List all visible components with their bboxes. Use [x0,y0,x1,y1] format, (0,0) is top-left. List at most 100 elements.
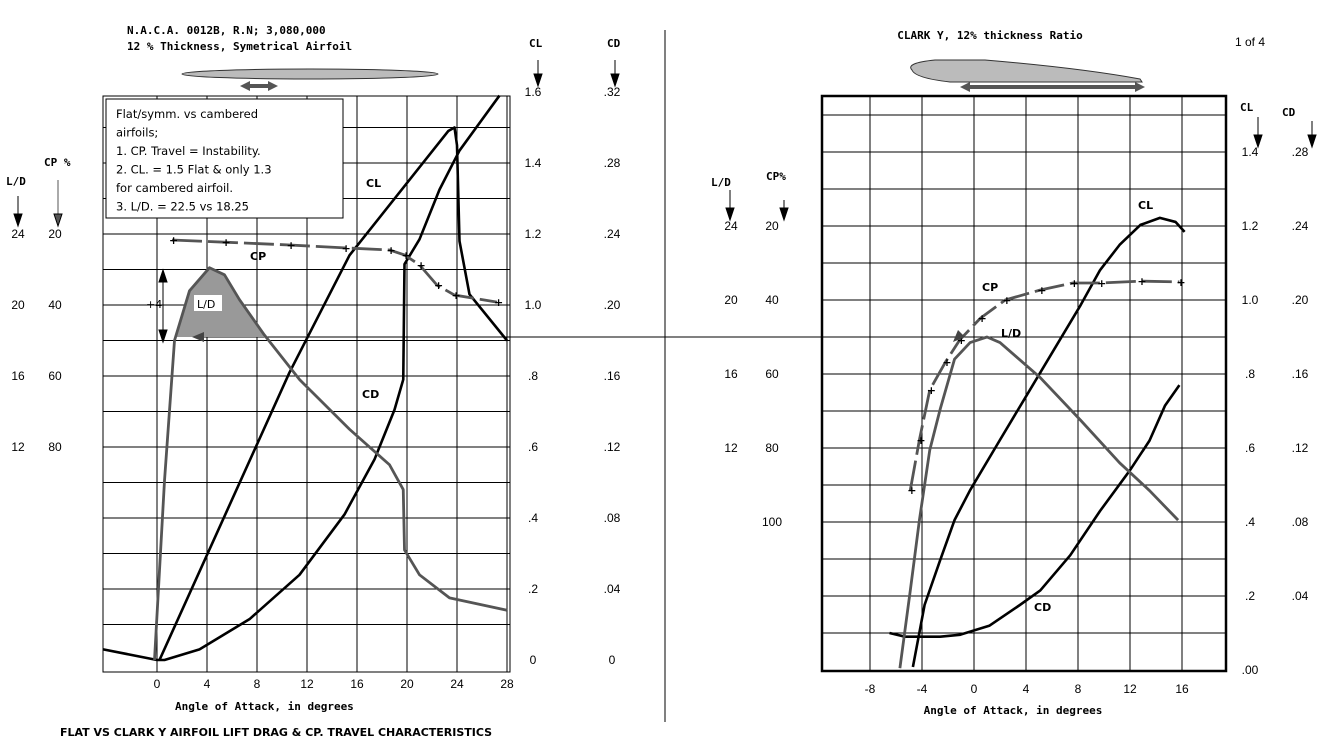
x-tick-label: 8 [1075,682,1082,696]
x-tick-label: 4 [1023,682,1030,696]
y-tick-label-cd: .16 [1292,367,1309,381]
y-tick-label-cl: 1.0 [525,298,542,312]
y-tick-label-cd: .08 [1292,515,1309,529]
ld-label-bg [194,295,222,311]
cp-data-point-marker: + [287,239,296,252]
cp-data-point-marker: + [957,334,966,347]
x-tick-label: 24 [450,677,464,691]
chart-subtitle: 12 % Thickness, Symetrical Airfoil [127,40,352,53]
cp-data-point-marker: + [434,279,443,292]
y-tick-label-cl: .6 [528,440,538,454]
y-tick-label-ld: 12 [724,441,738,455]
y-tick-label-cl: .8 [1245,367,1255,381]
cp-data-point-marker: + [417,259,426,272]
cp-data-point-marker: + [978,312,987,325]
tick-labels: -8 -4 0 4 8 12 16 1.4 1.2 1.0 .8 .6 .4 .2 .00 .28 .24 .20… [724,145,1308,696]
y-tick-label-cd: .04 [1292,589,1309,603]
y-tick-label-cl: .4 [528,511,538,525]
cp-data-point-marker: + [1070,277,1079,290]
axis-label-cp: CP% [766,170,786,183]
x-tick-label: -4 [917,682,928,696]
cp-travel-arrow-icon [960,82,1145,92]
note-line: 2. CL. = 1.5 Flat & only 1.3 [116,163,272,177]
cp-curve-label: CP [982,281,998,294]
y-tick-label-cp: 20 [48,227,62,241]
axis-label-ld: L/D [711,176,731,189]
cp-data-point-marker: + [222,236,231,249]
cp-travel-label: +4 [146,298,162,311]
y-tick-label-ld: 20 [724,293,738,307]
x-tick-label: 0 [154,677,161,691]
cp-data-point-marker: + [342,242,351,255]
y-tick-label-cd: .24 [1292,219,1309,233]
note-line: 1. CP. Travel = Instability. [116,144,261,158]
note-box [105,98,344,219]
x-axis-title: Angle of Attack, in degrees [175,700,354,713]
tick-labels: 0 4 8 12 16 20 24 281.61.41.21.0.8.6.4.20.32.28… [11,85,620,691]
x-tick-label: 16 [350,677,364,691]
note-text: Flat/symm. vs cambered airfoils; 1. CP. Tr… [116,107,272,214]
series-line-cd [102,94,501,662]
axis-label-cl: CL [529,37,543,50]
y-tick-label-ld: 16 [11,369,25,383]
x-tick-label: 8 [254,677,261,691]
clark-y-airfoil-icon [910,59,1143,83]
y-tick-label-cl: 0 [530,653,537,667]
y-tick-label-cl: 1.2 [525,227,542,241]
axis-label-cp: CP % [44,156,71,169]
cp-data-point-marker: + [452,289,461,302]
axis-label-ld: L/D [6,175,26,188]
cp-data-point-marker: + [1002,294,1011,307]
y-tick-label-cp: 40 [48,298,62,312]
x-axis-title: Angle of Attack, in degrees [924,704,1103,717]
y-tick-label-cd: .20 [604,298,621,312]
y-tick-label-cd: .04 [604,582,621,596]
y-tick-label-cp: 40 [765,293,779,307]
series-line-cl [158,126,509,661]
chart-title: N.A.C.A. 0012B, R.N; 3,080,000 [127,24,326,37]
plot-frame [820,94,1228,673]
axis-label-cd: CD [607,37,621,50]
y-tick-label-cl: .6 [1245,441,1255,455]
symmetric-airfoil-icon [181,68,439,80]
y-tick-label-cl: .4 [1245,515,1255,529]
cp-data-point-marker: + [916,434,925,447]
y-tick-label-cl: 1.2 [1242,219,1259,233]
y-tick-label-cd: .16 [604,369,621,383]
note-line: 3. L/D. = 22.5 vs 18.25 [116,200,249,214]
y-tick-label-cl: 1.4 [525,156,542,170]
plot-frame [102,95,511,673]
y-tick-label-cd: .12 [604,440,621,454]
cp-data-point-marker: + [927,384,936,397]
cd-curve-label: CD [1034,601,1051,614]
y-tick-label-cl: 1.6 [525,85,542,99]
grid [820,94,1228,673]
axis-label-cd: CD [1282,106,1296,119]
y-tick-label-cp: 60 [765,367,779,381]
y-tick-label-cd: .24 [604,227,621,241]
cp-data-point-marker: + [169,234,178,247]
y-tick-label-ld: 12 [11,440,25,454]
y-tick-label-ld: 20 [11,298,25,312]
series-line-cp [908,279,1180,491]
y-tick-label-cd: 0 [609,653,616,667]
x-tick-label: 12 [300,677,314,691]
y-tick-label-cl: 1.0 [1242,293,1259,307]
y-tick-label-cd: .28 [604,156,621,170]
cp-travel-range-arrow-icon [158,268,204,344]
y-tick-label-ld: 24 [724,219,738,233]
down-arrow-icons [725,117,1317,222]
cd-curve-label: CD [362,388,379,401]
y-tick-label-cp: 100 [762,515,782,529]
cp-curve-label: CP [250,250,266,263]
cp-pointer-arrow-icon [953,330,965,342]
note-line: airfoils; [116,126,158,140]
y-tick-label-ld: 24 [11,227,25,241]
y-tick-label-cl: .2 [528,582,538,596]
x-tick-label: 0 [971,682,978,696]
y-tick-label-cl: .00 [1242,663,1259,677]
page-indicator: 1 of 4 [1235,35,1265,49]
cp-data-point-marker: + [1037,284,1046,297]
note-line: for cambered airfoil. [116,181,233,195]
down-arrow-icons [13,60,620,228]
